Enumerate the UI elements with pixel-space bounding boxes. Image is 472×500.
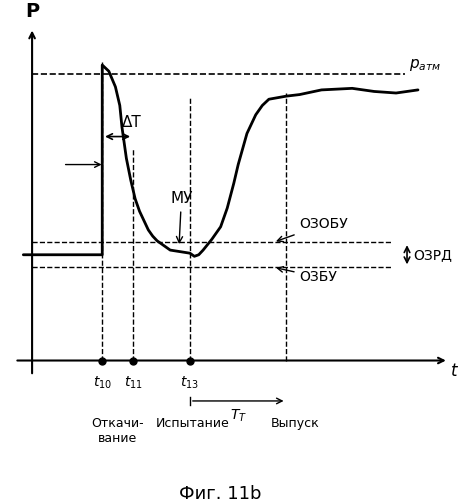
Text: ОЗБУ: ОЗБУ (278, 266, 337, 284)
Text: Фиг. 11b: Фиг. 11b (179, 485, 262, 500)
Text: P: P (25, 2, 39, 22)
Text: Испытание: Испытание (155, 416, 229, 430)
Text: МУ: МУ (170, 192, 193, 242)
Text: $Т_{Т}$: $Т_{Т}$ (230, 407, 247, 424)
Text: $p_{атм}$: $p_{атм}$ (409, 57, 441, 73)
Text: $t_{13}$: $t_{13}$ (180, 374, 200, 391)
Text: ОЗРД: ОЗРД (413, 248, 453, 262)
Text: $t_{11}$: $t_{11}$ (124, 374, 143, 391)
Text: ОЗОБУ: ОЗОБУ (278, 218, 348, 242)
Text: Откачи-
вание: Откачи- вание (91, 416, 144, 444)
Text: ΔТ: ΔТ (122, 116, 142, 130)
Text: Выпуск: Выпуск (271, 416, 320, 430)
Text: $t_{10}$: $t_{10}$ (93, 374, 112, 391)
Text: t: t (451, 362, 457, 380)
